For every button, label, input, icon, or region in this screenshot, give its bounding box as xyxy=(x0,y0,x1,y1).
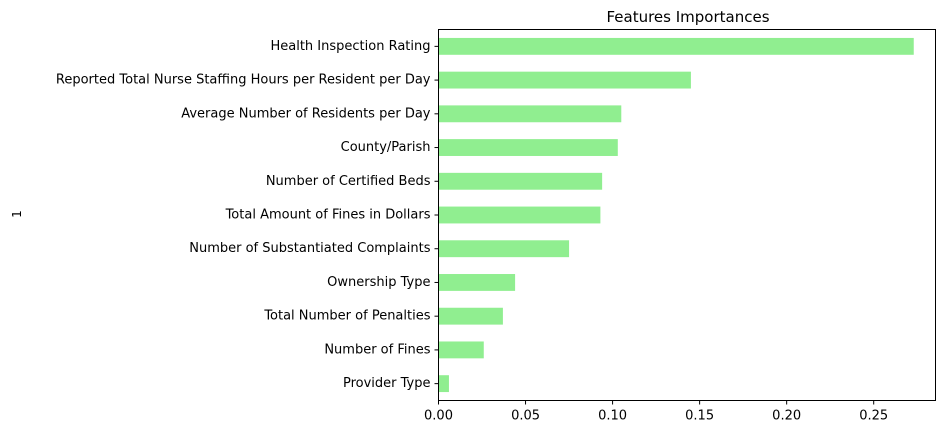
y-tick-label-0: Health Inspection Rating xyxy=(270,39,430,54)
bar-0 xyxy=(438,37,914,55)
y-tick-label-2: Average Number of Residents per Day xyxy=(181,106,431,121)
x-tick-label-3: 0.15 xyxy=(685,409,714,424)
x-tick-label-5: 0.25 xyxy=(859,409,888,424)
x-tick-label-4: 0.20 xyxy=(772,409,801,424)
y-tick-label-6: Number of Substantiated Complaints xyxy=(189,241,430,256)
bar-3 xyxy=(438,139,618,156)
y-tick-label-7: Ownership Type xyxy=(327,275,430,290)
bar-8 xyxy=(438,307,503,325)
y-axis-label: 1 xyxy=(10,210,24,218)
bar-7 xyxy=(438,274,516,291)
y-tick-label-4: Number of Certified Beds xyxy=(266,174,431,189)
chart-title: Features Importances xyxy=(606,8,769,26)
bars-group xyxy=(438,37,914,393)
bar-4 xyxy=(438,172,603,190)
y-tick-label-10: Provider Type xyxy=(343,376,431,391)
bar-10 xyxy=(438,375,449,393)
y-tick-label-8: Total Number of Penalties xyxy=(263,309,430,324)
bar-9 xyxy=(438,341,484,359)
bar-2 xyxy=(438,105,622,123)
x-tick-label-2: 0.10 xyxy=(598,409,627,424)
y-tick-label-5: Total Amount of Fines in Dollars xyxy=(225,208,431,223)
y-tick-label-1: Reported Total Nurse Staffing Hours per … xyxy=(56,73,431,88)
y-tick-label-9: Number of Fines xyxy=(324,342,430,357)
bar-1 xyxy=(438,71,691,89)
bar-6 xyxy=(438,240,570,258)
bar-5 xyxy=(438,206,601,224)
x-tick-label-0: 0.00 xyxy=(424,409,453,424)
y-tick-label-3: County/Parish xyxy=(341,140,431,155)
x-tick-label-1: 0.05 xyxy=(511,409,540,424)
y-ticks-group: Health Inspection Rating Reported Total N… xyxy=(56,39,439,391)
axes-frame xyxy=(438,29,936,401)
x-ticks-group: 0.00 0.05 0.10 0.15 0.20 0.25 xyxy=(424,400,888,424)
